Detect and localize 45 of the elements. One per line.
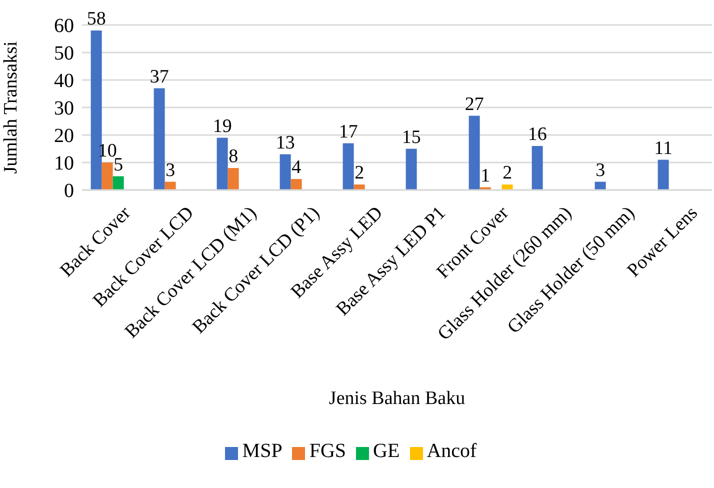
data-label: 58 bbox=[86, 8, 106, 30]
bar bbox=[102, 162, 113, 190]
legend-label: Ancof bbox=[426, 440, 477, 462]
bar bbox=[290, 179, 302, 190]
y-tick-label: 50 bbox=[54, 42, 74, 65]
data-label: 19 bbox=[212, 116, 232, 137]
bar bbox=[468, 116, 480, 190]
y-axis-title: Jumlah Transaksi bbox=[0, 41, 22, 174]
legend-label: GE bbox=[373, 440, 400, 462]
legend-label: MSP bbox=[242, 440, 282, 462]
data-label: 1 bbox=[480, 165, 490, 186]
y-tick-label: 60 bbox=[54, 15, 74, 38]
data-label: 3 bbox=[166, 160, 176, 181]
data-label: 17 bbox=[338, 121, 358, 142]
y-tick-label: 30 bbox=[54, 98, 74, 120]
data-label: 37 bbox=[150, 66, 169, 88]
data-label: 13 bbox=[276, 132, 295, 154]
data-label: 2 bbox=[354, 162, 364, 184]
bar bbox=[532, 146, 543, 190]
bar bbox=[112, 176, 124, 190]
y-tick-label: 0 bbox=[64, 180, 74, 202]
x-axis-title: Jenis Bahan Baku bbox=[328, 388, 466, 409]
bar bbox=[342, 143, 354, 190]
bar bbox=[164, 182, 176, 190]
legend-label: FGS bbox=[309, 440, 346, 462]
data-label: 27 bbox=[464, 94, 484, 115]
bar bbox=[216, 138, 228, 190]
bar bbox=[594, 182, 606, 190]
bar bbox=[406, 148, 417, 190]
data-label: 15 bbox=[402, 126, 421, 148]
y-tick-label: 10 bbox=[54, 152, 74, 175]
y-tick-label: 40 bbox=[54, 70, 74, 92]
data-label: 16 bbox=[528, 124, 547, 145]
bar bbox=[502, 184, 513, 190]
bar bbox=[154, 88, 165, 190]
data-label: 3 bbox=[596, 160, 606, 181]
y-tick-label: 20 bbox=[54, 125, 74, 148]
data-label: 8 bbox=[228, 146, 238, 167]
bar bbox=[658, 160, 669, 190]
data-label: 4 bbox=[292, 157, 302, 178]
bar bbox=[354, 184, 365, 190]
data-label: 11 bbox=[654, 138, 672, 159]
bar bbox=[280, 154, 291, 190]
bar bbox=[228, 168, 239, 190]
data-label: 2 bbox=[502, 162, 512, 184]
